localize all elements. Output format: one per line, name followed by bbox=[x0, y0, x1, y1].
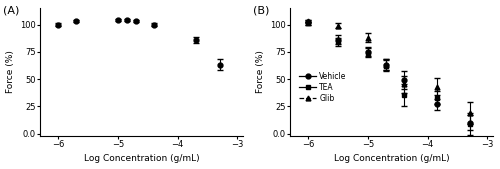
Y-axis label: Force (%): Force (%) bbox=[6, 51, 15, 93]
Legend: Vehicle, TEA, Glib: Vehicle, TEA, Glib bbox=[298, 70, 348, 104]
Text: (A): (A) bbox=[4, 6, 20, 16]
Y-axis label: Force (%): Force (%) bbox=[256, 51, 264, 93]
X-axis label: Log Concentration (g/mL): Log Concentration (g/mL) bbox=[84, 154, 200, 163]
Text: (B): (B) bbox=[254, 6, 270, 16]
X-axis label: Log Concentration (g/mL): Log Concentration (g/mL) bbox=[334, 154, 450, 163]
